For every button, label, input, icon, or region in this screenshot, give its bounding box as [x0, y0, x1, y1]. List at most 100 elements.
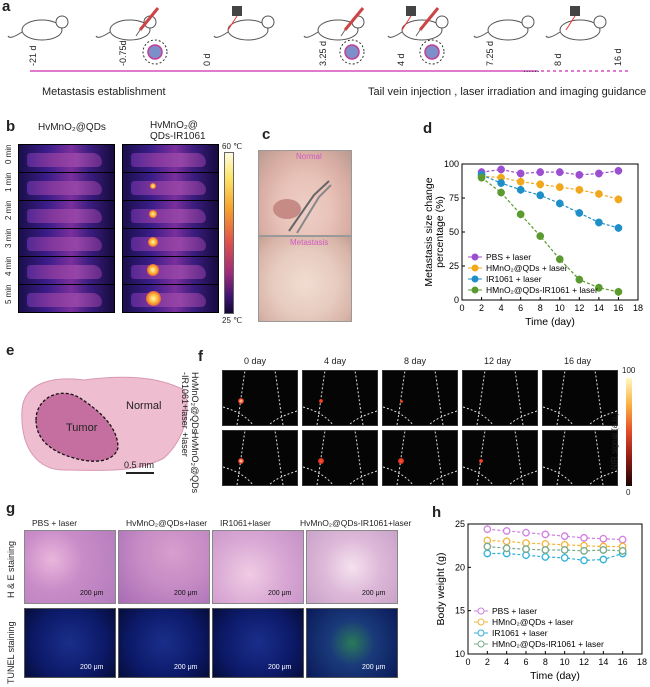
histology-column-title: HvMnO₂@QDs-IR1061+laser [300, 518, 412, 528]
laser-device-icon [565, 6, 580, 31]
data-point [555, 183, 564, 191]
data-point [614, 287, 623, 296]
he-scale-label: 200 μm [80, 590, 104, 597]
syringe-icon [415, 7, 440, 37]
mouse-outline [302, 430, 378, 486]
photo-normal-lung [258, 150, 352, 236]
y-tick-label: 15 [455, 606, 465, 616]
data-point [536, 168, 545, 177]
x-tick-label: 2 [485, 657, 490, 667]
data-point [555, 255, 564, 264]
x-tick-label: 8 [538, 303, 543, 313]
nir-signal-spot [238, 458, 244, 464]
legend-swatch [471, 253, 479, 261]
panel-label-e: e [6, 342, 15, 359]
thermal-image-qds [18, 172, 115, 201]
nir-image [462, 430, 538, 486]
data-point [618, 547, 627, 555]
nir-row1-label-1: HvMnO₂@QDs [190, 372, 200, 434]
x-tick-label: 2 [479, 303, 484, 313]
chart-body-weight: 0 2 4 6 8 10 12 14 16 18 10 15 20 25 Time (day) Body we… [435, 519, 647, 682]
mouse-silhouette [131, 237, 206, 251]
thermal-time-label: 3 min [4, 228, 13, 248]
histology-column-title: IR1061+laser [220, 518, 271, 528]
nir-signal-spot [398, 458, 404, 464]
legend-swatch [477, 618, 485, 626]
data-point [497, 179, 505, 187]
thermal-time-label: 2 min [4, 200, 13, 220]
data-point [595, 169, 603, 178]
thermal-image-qds-ir1061 [122, 256, 219, 285]
data-point [502, 544, 511, 553]
data-point [575, 209, 584, 217]
legend-swatch [471, 264, 479, 272]
x-tick-label: 14 [598, 657, 608, 667]
legend-label: HMnO₂@QDs-IR1061 + laser [486, 285, 598, 295]
nir-image [382, 370, 458, 426]
mouse-silhouette [131, 293, 206, 307]
nir-image [542, 430, 618, 486]
y-tick-label: 50 [449, 227, 459, 237]
panel-label-f: f [198, 348, 203, 365]
legend-swatch [477, 640, 485, 648]
tumor-outline [35, 392, 119, 462]
data-point [522, 545, 530, 553]
data-point [614, 224, 623, 232]
data-point [536, 191, 545, 200]
data-point [575, 171, 584, 179]
he-stain-image [24, 530, 116, 604]
legend-swatch [471, 286, 479, 294]
mouse-outline [462, 370, 538, 426]
nir-image [462, 370, 538, 426]
photo-normal-label: Normal [296, 152, 322, 161]
histology-column-title: PBS + laser [32, 518, 78, 528]
data-point [483, 525, 492, 534]
data-point [575, 275, 584, 284]
data-point [522, 528, 530, 537]
mouse-silhouette [27, 265, 102, 279]
x-tick-label: 8 [543, 657, 548, 667]
panel-label-c: c [262, 126, 271, 143]
thermal-image-qds [18, 200, 115, 229]
mouse-silhouette [131, 265, 206, 279]
tunel-scale-label: 200 μm [362, 664, 386, 671]
label-tumor: Tumor [66, 422, 98, 434]
data-point [502, 527, 511, 535]
mouse-silhouette [27, 209, 102, 223]
data-point [536, 180, 545, 189]
legend-label: HMnO₂@QDs + laser [486, 263, 568, 273]
nanoparticle-icon [339, 39, 365, 65]
data-point [575, 185, 584, 194]
he-stain-image [118, 530, 210, 604]
legend-swatch [477, 607, 485, 615]
data-point [595, 283, 603, 292]
nir-signal-spot [318, 458, 324, 464]
data-point [595, 190, 603, 198]
y-tick-label: 100 [444, 159, 459, 169]
tunel-scale-label: 200 μm [174, 664, 198, 671]
mouse-silhouette [131, 209, 206, 223]
data-point [541, 546, 550, 554]
laser-device-icon [227, 6, 242, 31]
he-row-label: H & E staining [6, 540, 16, 598]
data-point [618, 535, 627, 544]
nir-row2-label-1: HvMnO₂@QDs [190, 432, 200, 494]
data-point [560, 553, 569, 562]
x-tick-label: 12 [579, 657, 589, 667]
mouse-outline [302, 370, 378, 426]
thermal-image-qds [18, 228, 115, 257]
legend-label: HMnO₂@QDs-IR1061 + laser [492, 639, 604, 649]
nanoparticle-icon [419, 39, 445, 65]
x-tick-label: 6 [518, 303, 523, 313]
histology-column-title: HvMnO₂@QDs+laser [126, 518, 208, 528]
forceps-icon [273, 180, 332, 234]
tunel-stain-image [24, 608, 116, 678]
panel-label-g: g [6, 500, 16, 517]
thermal-time-label: 5 min [4, 284, 13, 304]
timeline-left-caption: Metastasis establishment [42, 86, 166, 98]
timeline-day-label: -0.75d [118, 40, 128, 66]
timeline-ellipsis: ...... [523, 64, 540, 75]
thermal-image-qds [18, 284, 115, 313]
y-tick-label: 10 [455, 649, 465, 659]
data-point [614, 195, 623, 204]
